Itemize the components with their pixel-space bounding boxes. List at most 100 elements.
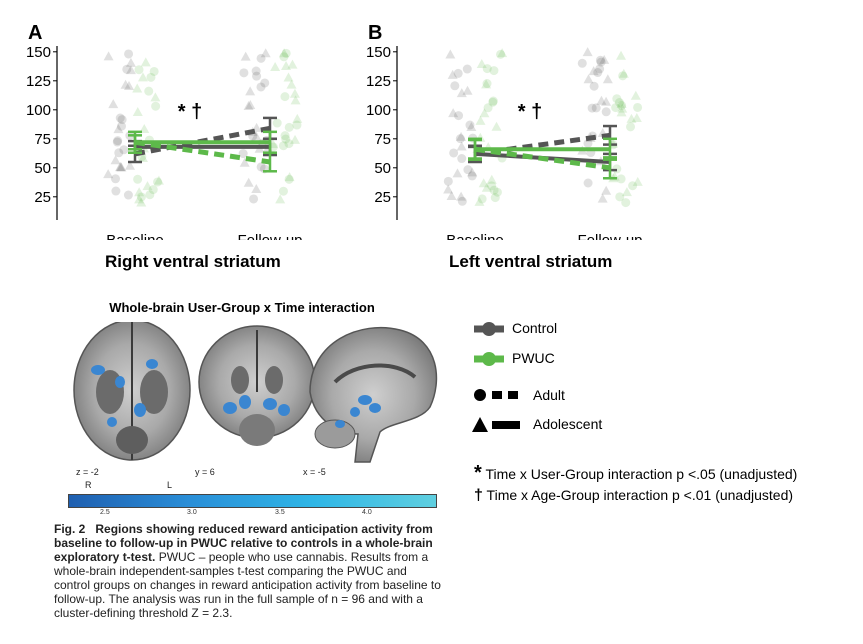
data-point-control-adult — [589, 81, 599, 91]
data-point-control-adolescent — [588, 66, 599, 76]
data-point-pwuc-adolescent — [616, 50, 627, 60]
data-point-pwuc-adolescent — [479, 108, 490, 118]
panel-b-letter: B — [368, 22, 383, 44]
data-point-pwuc-adolescent — [289, 88, 300, 98]
sagittal-slice — [309, 326, 438, 463]
data-point-control-adolescent — [599, 54, 610, 64]
data-point-control-adult — [119, 145, 129, 155]
legend-pwuc-label: PWUC — [512, 350, 555, 366]
axial-slice — [73, 322, 191, 461]
y-tick-label: 125 — [26, 73, 51, 90]
caption-body: PWUC – people who use cannabis. Results … — [54, 550, 441, 620]
data-point-control-adult — [463, 165, 473, 175]
data-point-pwuc-adult — [272, 118, 282, 128]
data-point-pwuc-adolescent — [486, 174, 497, 184]
data-point-control-adult — [256, 82, 266, 92]
data-point-control-adult — [449, 148, 459, 158]
data-point-pwuc-adult — [496, 49, 506, 59]
data-point-pwuc-adult — [279, 52, 289, 62]
data-point-control-adult — [256, 162, 266, 172]
data-point-control-adolescent — [125, 57, 136, 67]
data-point-control-adult — [256, 53, 266, 63]
data-point-pwuc-adult — [482, 64, 492, 74]
dagger-symbol: † — [474, 487, 483, 504]
data-point-control-adolescent — [456, 88, 467, 98]
legend-adolescent-label: Adolescent — [533, 416, 603, 432]
panel-a-letter: A — [28, 22, 43, 44]
y-tick-label: 50 — [34, 160, 51, 177]
data-point-control-adult — [260, 78, 270, 88]
data-point-pwuc-adolescent — [481, 79, 492, 89]
data-point-pwuc-adolescent — [632, 176, 643, 186]
data-point-control-adolescent — [597, 193, 608, 203]
data-point-pwuc-adult — [145, 190, 155, 200]
brain-figure-title: Whole-brain User-Group x Time interactio… — [109, 300, 375, 315]
caption-label: Fig. 2 — [54, 522, 86, 536]
data-point-control-adolescent — [243, 177, 254, 187]
data-point-pwuc-adult — [136, 192, 146, 202]
data-point-pwuc-adult — [278, 186, 288, 196]
data-point-pwuc-adult — [278, 141, 288, 151]
data-point-pwuc-adolescent — [478, 178, 489, 188]
data-point-pwuc-adult — [492, 187, 502, 197]
data-point-pwuc-adult — [149, 66, 159, 76]
data-point-control-adult — [113, 136, 123, 146]
data-point-pwuc-adult — [281, 48, 291, 58]
data-point-pwuc-adult — [280, 131, 290, 141]
legend-pwuc-swatch — [474, 352, 504, 366]
data-point-control-adult — [583, 178, 593, 188]
data-point-pwuc-adult — [146, 72, 156, 82]
data-point-pwuc-adolescent — [491, 121, 502, 131]
data-point-control-adolescent — [124, 81, 135, 91]
data-point-control-adult — [595, 64, 605, 74]
data-point-pwuc-adolescent — [290, 95, 301, 105]
coronal-slice — [198, 325, 316, 446]
colorbar — [68, 494, 437, 508]
y-tick-label: 150 — [366, 44, 391, 61]
y-tick-label: 100 — [366, 102, 391, 119]
data-point-control-adult — [111, 174, 121, 184]
y-tick-label: 75 — [34, 131, 51, 148]
series-line-pwuc-adult — [474, 146, 611, 171]
chart-right-ventral-striatum: 25 50 75 100 125 150 Baseline Follow-up * † — [26, 44, 303, 240]
colorbar-tick: 4.0 — [362, 509, 372, 516]
data-point-control-adolescent — [448, 108, 459, 118]
data-point-control-adolescent — [601, 185, 612, 195]
data-point-pwuc-adolescent — [618, 68, 629, 78]
x-category-label: Baseline — [446, 232, 504, 240]
y-tick-label: 50 — [374, 160, 391, 177]
data-point-pwuc-adult — [621, 198, 631, 208]
data-point-control-adolescent — [467, 167, 478, 177]
data-point-control-adult — [462, 64, 472, 74]
data-point-pwuc-adolescent — [476, 58, 487, 68]
data-point-control-adult — [443, 176, 453, 186]
data-point-pwuc-adolescent — [626, 113, 637, 123]
colorbar-tick: 2.5 — [100, 509, 110, 516]
data-point-control-adolescent — [240, 51, 251, 61]
data-point-pwuc-adolescent — [630, 90, 641, 100]
data-point-pwuc-adult — [614, 98, 624, 108]
data-point-control-adolescent — [260, 48, 271, 58]
data-point-pwuc-adult — [482, 79, 492, 89]
data-point-control-adolescent — [456, 141, 467, 151]
data-point-control-adult — [465, 120, 475, 130]
legend-control-label: Control — [512, 320, 558, 336]
data-point-pwuc-adult — [280, 92, 290, 102]
data-point-pwuc-adolescent — [474, 196, 485, 206]
data-point-control-adolescent — [125, 65, 136, 75]
data-point-control-adolescent — [443, 184, 454, 194]
data-point-control-adolescent — [110, 155, 121, 165]
data-point-control-adolescent — [239, 157, 250, 167]
data-point-control-adolescent — [113, 124, 124, 134]
data-point-control-adolescent — [452, 168, 463, 178]
data-point-pwuc-adult — [615, 192, 625, 202]
data-point-control-adult — [454, 111, 464, 121]
data-point-control-adolescent — [447, 69, 458, 79]
slice-label-coronal: y = 6 — [195, 467, 215, 477]
data-point-control-adult — [601, 107, 611, 117]
x-category-label: Follow-up — [237, 232, 302, 240]
data-point-pwuc-adult — [151, 101, 161, 111]
data-point-pwuc-adolescent — [617, 103, 628, 113]
data-point-pwuc-adult — [292, 120, 302, 130]
data-point-control-adult — [453, 68, 463, 78]
